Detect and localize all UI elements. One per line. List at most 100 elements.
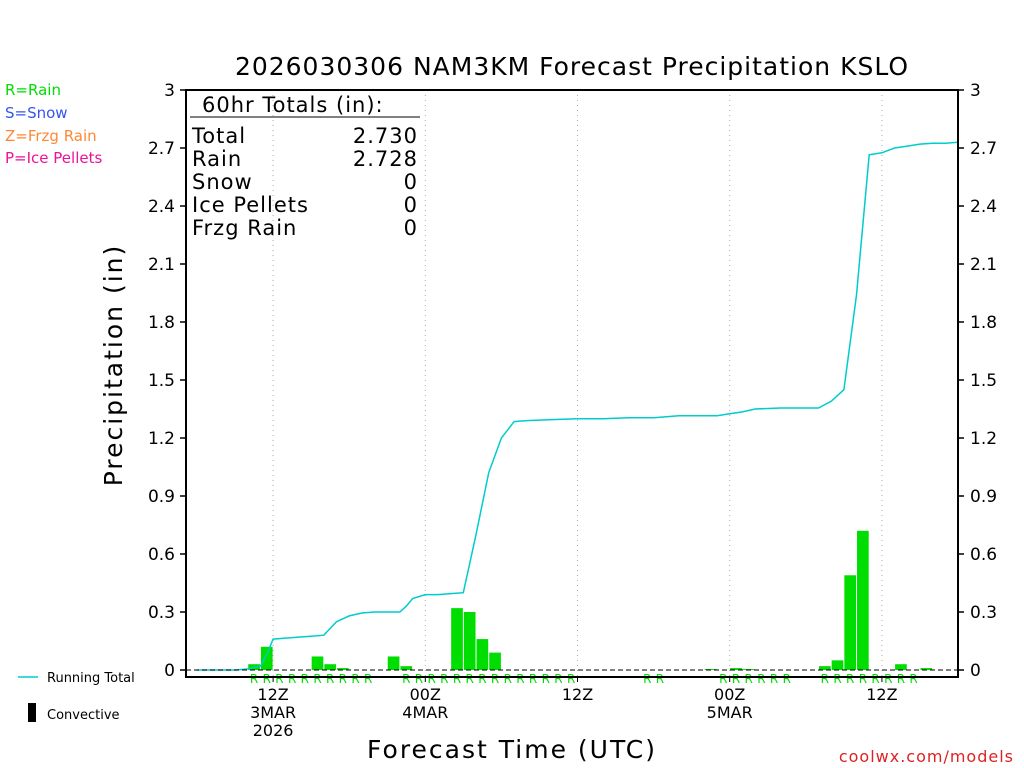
rain-marker: R <box>643 672 651 686</box>
y-axis-left: 0 0.3 0.6 0.9 1.2 1.5 1.8 2.1 2.4 2.7 3 <box>148 81 186 681</box>
precip-bar <box>463 612 476 670</box>
precip-bars <box>248 530 933 670</box>
rain-marker: R <box>745 672 753 686</box>
y-tick-label-right: 1.8 <box>970 313 997 333</box>
rain-marker: R <box>415 672 423 686</box>
rain-marker: R <box>478 672 486 686</box>
rain-marker: R <box>250 672 258 686</box>
rain-marker: R <box>897 672 905 686</box>
rain-marker: R <box>757 672 765 686</box>
precip-bar <box>337 668 349 670</box>
rain-marker: R <box>491 672 499 686</box>
y-tick-label: 3 <box>164 81 175 101</box>
precip-bar <box>730 668 742 670</box>
totals-title: 60hr Totals (in): <box>202 93 384 117</box>
x-tick-label: 3MAR <box>250 703 296 722</box>
rain-marker: R <box>656 672 664 686</box>
precip-bar <box>818 666 831 670</box>
y-tick-label: 0 <box>164 661 175 681</box>
rain-marker: R <box>871 672 879 686</box>
precip-bar <box>400 666 413 670</box>
rain-marker: R <box>884 672 892 686</box>
y-tick-label: 2.1 <box>148 255 175 275</box>
rain-marker: R <box>846 672 854 686</box>
y-tick-label-right: 3 <box>970 81 981 101</box>
legend-ice-pellets: P=Ice Pellets <box>5 149 102 167</box>
rain-marker: R <box>719 672 727 686</box>
chart-title: 2026030306 NAM3KM Forecast Precipitation… <box>235 52 909 81</box>
y-tick-label-right: 2.4 <box>970 197 997 217</box>
precip-bar <box>920 668 933 670</box>
rain-marker: R <box>567 672 575 686</box>
y-tick-label-right: 0.3 <box>970 603 997 623</box>
y-tick-label-right: 2.1 <box>970 255 997 275</box>
y-tick-label: 0.9 <box>148 487 175 507</box>
rain-marker: R <box>859 672 867 686</box>
precip-bar <box>260 646 273 670</box>
totals-label-rain: Rain <box>192 147 242 171</box>
y-tick-label-right: 1.2 <box>970 429 997 449</box>
running-total-legend-label: Running Total <box>47 671 135 686</box>
rain-marker: R <box>339 672 347 686</box>
convective-legend-swatch <box>28 703 36 722</box>
y-tick-label-right: 0 <box>970 661 981 681</box>
rain-marker: R <box>504 672 512 686</box>
rain-marker: R <box>554 672 562 686</box>
rain-marker: R <box>833 672 841 686</box>
y-tick-label-right: 1.5 <box>970 371 997 391</box>
rain-marker: R <box>909 672 917 686</box>
legend-snow: S=Snow <box>5 104 68 122</box>
totals-value-frzg-rain: 0 <box>404 216 418 240</box>
precip-bar <box>311 656 324 670</box>
rain-marker: R <box>770 672 778 686</box>
rain-marker: R <box>542 672 550 686</box>
rain-marker: R <box>288 672 296 686</box>
rain-marker: R <box>263 672 271 686</box>
rain-marker: R <box>516 672 524 686</box>
plot-frame <box>185 89 959 678</box>
rain-marker: R <box>732 672 740 686</box>
x-tick-label: 00Z <box>714 685 745 704</box>
convective-legend-label: Convective <box>47 708 120 723</box>
y-tick-label: 0.6 <box>148 545 175 565</box>
rain-marker: R <box>440 672 448 686</box>
rain-marker: R <box>466 672 474 686</box>
vertical-grid-lines <box>272 90 883 677</box>
x-axis-label: Forecast Time (UTC) <box>367 735 657 764</box>
x-tick-label: 00Z <box>410 685 441 704</box>
rain-marker: R <box>313 672 321 686</box>
precip-bar <box>451 608 463 670</box>
x-tick-label: 2026 <box>253 721 294 740</box>
rain-marker: R <box>275 672 283 686</box>
totals-box: 60hr Totals (in): Total 2.730 Rain 2.728… <box>190 93 420 240</box>
rain-marker: R <box>364 672 372 686</box>
totals-label-snow: Snow <box>192 170 253 194</box>
rain-marker: R <box>402 672 410 686</box>
precip-bar <box>387 656 400 670</box>
running-total-series <box>197 141 959 671</box>
rain-marker: R <box>783 672 791 686</box>
y-tick-label: 1.5 <box>148 371 175 391</box>
totals-label-frzg-rain: Frzg Rain <box>192 216 297 240</box>
precip-bar <box>324 664 337 670</box>
series-legend: Running Total Convective <box>18 671 135 723</box>
totals-value-total: 2.730 <box>353 124 418 148</box>
totals-label-total: Total <box>191 124 246 148</box>
legend-rain: R=Rain <box>5 81 61 99</box>
y-tick-label-right: 0.6 <box>970 545 997 565</box>
precip-bar <box>895 664 907 670</box>
x-tick-label: 12Z <box>257 685 288 704</box>
precip-bar <box>489 652 501 670</box>
running-total-line <box>197 141 959 671</box>
x-tick-label: 12Z <box>562 685 593 704</box>
rain-marker: R <box>821 672 829 686</box>
watermark: coolwx.com/models <box>839 747 1014 766</box>
totals-value-snow: 0 <box>404 170 418 194</box>
x-tick-label: 12Z <box>866 685 897 704</box>
y-tick-label-right: 0.9 <box>970 487 997 507</box>
totals-label-ice-pellets: Ice Pellets <box>192 193 309 217</box>
y-tick-label: 1.8 <box>148 313 175 333</box>
